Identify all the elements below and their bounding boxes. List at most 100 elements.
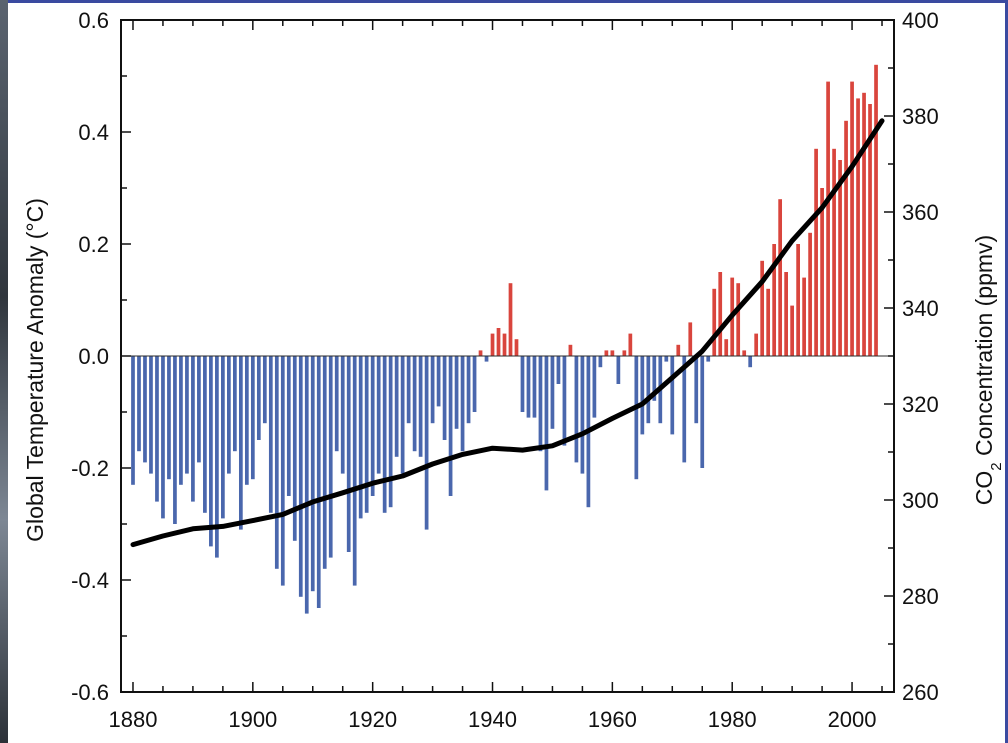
- y-right-tick-label: 320: [902, 392, 939, 417]
- anomaly-bar-1887: [173, 356, 177, 524]
- anomaly-bar-1972: [682, 356, 687, 463]
- anomaly-bar-1976: [706, 356, 711, 362]
- anomaly-bar-1949: [544, 356, 549, 491]
- anomaly-bar-1981: [736, 283, 741, 356]
- anomaly-bar-2004: [874, 64, 878, 357]
- anomaly-bar-1944: [514, 339, 519, 356]
- anomaly-bar-1882: [143, 356, 147, 463]
- anomaly-bar-1920: [370, 356, 375, 496]
- anomaly-bar-1913: [328, 356, 333, 558]
- anomaly-bar-1977: [712, 288, 717, 356]
- anomaly-bar-1997: [832, 148, 836, 356]
- x-tick-label: 1940: [468, 707, 517, 732]
- anomaly-bar-1952: [562, 356, 567, 446]
- anomaly-bar-1974: [694, 356, 699, 424]
- anomaly-bar-1989: [784, 272, 788, 356]
- y-left-tick-label: -0.6: [71, 680, 109, 705]
- anomaly-bar-1896: [227, 356, 231, 474]
- anomaly-bar-1999: [844, 120, 848, 356]
- anomaly-bar-1891: [197, 356, 201, 463]
- y-left-tick-label: 0.2: [78, 232, 109, 257]
- anomaly-bar-1909: [304, 356, 309, 614]
- y-right-axis-title: CO2 Concentration (ppmv): [971, 235, 1005, 505]
- y-left-axis-title: Global Temperature Anomaly (°C): [22, 198, 48, 542]
- anomaly-bar-1901: [256, 356, 261, 440]
- anomaly-bar-1936: [466, 356, 471, 424]
- anomaly-bar-1898: [238, 356, 243, 530]
- anomaly-bar-1947: [532, 356, 537, 418]
- anomaly-bar-2001: [856, 98, 860, 357]
- anomaly-bar-1883: [149, 356, 153, 474]
- anomaly-bar-1906: [286, 356, 291, 496]
- y-left-tick-label: 0.4: [78, 120, 109, 145]
- anomaly-bar-1894: [215, 356, 219, 558]
- y-left-tick-label: -0.2: [71, 456, 109, 481]
- anomaly-bar-1932: [442, 356, 447, 440]
- anomaly-bar-1958: [598, 356, 603, 368]
- anomaly-bar-1965: [640, 356, 645, 435]
- anomaly-bar-1916: [346, 356, 351, 552]
- anomaly-bar-1963: [628, 333, 633, 356]
- anomaly-bar-1935: [460, 356, 465, 452]
- anomaly-bar-1985: [760, 260, 765, 356]
- anomaly-bar-1987: [772, 244, 777, 356]
- anomaly-bar-1960: [610, 350, 615, 356]
- anomaly-bar-1957: [592, 356, 597, 418]
- anomaly-bar-1961: [616, 356, 621, 384]
- anomaly-bar-1939: [484, 356, 489, 362]
- anomaly-bar-1888: [179, 356, 183, 485]
- anomaly-bar-1910: [310, 356, 315, 592]
- anomaly-bar-2000: [850, 81, 854, 356]
- anomaly-bar-1908: [298, 356, 303, 597]
- anomaly-bar-1899: [244, 356, 249, 485]
- anomaly-bar-1915: [340, 356, 345, 474]
- anomaly-bar-1988: [778, 199, 783, 356]
- anomaly-bar-1900: [250, 356, 255, 480]
- anomaly-bar-2002: [862, 92, 866, 357]
- anomaly-bar-1897: [233, 356, 237, 452]
- anomaly-bar-1945: [520, 356, 525, 412]
- x-tick-label: 1880: [109, 707, 158, 732]
- anomaly-bar-1986: [766, 288, 771, 356]
- anomaly-bar-1978: [718, 272, 723, 356]
- x-tick-label: 1960: [588, 707, 637, 732]
- anomaly-bar-1923: [388, 356, 393, 508]
- anomaly-bar-1937: [472, 356, 477, 412]
- anomaly-bar-1940: [490, 333, 495, 356]
- y-right-axis-title-sub: 2: [988, 462, 1005, 470]
- anomaly-bar-2003: [868, 104, 872, 356]
- anomaly-bar-1962: [622, 350, 627, 356]
- anomaly-bar-1953: [568, 344, 573, 356]
- anomaly-bar-1911: [316, 356, 321, 608]
- anomaly-bar-1982: [742, 350, 747, 356]
- anomaly-bar-1902: [262, 356, 267, 424]
- anomaly-bar-1955: [580, 356, 585, 474]
- anomaly-bar-1959: [604, 350, 609, 356]
- background-strip: [0, 0, 8, 743]
- tick-labels: 0.6 0.4 0.2 0.0 -0.2 -0.4 -0.6 400 380 360 340 320 3…: [71, 8, 939, 732]
- y-right-tick-label: 340: [902, 296, 939, 321]
- axis-titles: Global Temperature Anomaly (°C) CO2 Conc…: [22, 198, 1005, 542]
- anomaly-bar-1881: [137, 356, 141, 452]
- anomaly-bar-1983: [748, 356, 753, 368]
- anomaly-bar-1930: [430, 356, 435, 424]
- y-right-axis-title-pre: CO: [971, 471, 997, 506]
- anomaly-bar-1971: [676, 344, 681, 356]
- anomaly-bar-1904: [274, 356, 279, 569]
- anomaly-bar-1931: [436, 356, 441, 407]
- anomaly-bar-1975: [700, 356, 705, 468]
- anomaly-bar-1954: [574, 356, 579, 463]
- anomaly-bar-1893: [209, 356, 213, 547]
- anomaly-bar-1903: [268, 356, 273, 513]
- anomaly-bar-1950: [550, 356, 555, 429]
- anomaly-bar-1886: [167, 356, 171, 480]
- anomaly-bar-1966: [646, 356, 651, 424]
- y-right-tick-label: 400: [902, 8, 939, 33]
- y-right-tick-label: 360: [902, 200, 939, 225]
- anomaly-bar-1979: [724, 339, 729, 356]
- anomaly-bar-1934: [454, 356, 459, 429]
- anomaly-bar-1922: [382, 356, 387, 513]
- anomaly-bar-1880: [131, 356, 135, 485]
- anomaly-bar-1889: [185, 356, 189, 474]
- anomaly-bar-1943: [508, 283, 513, 356]
